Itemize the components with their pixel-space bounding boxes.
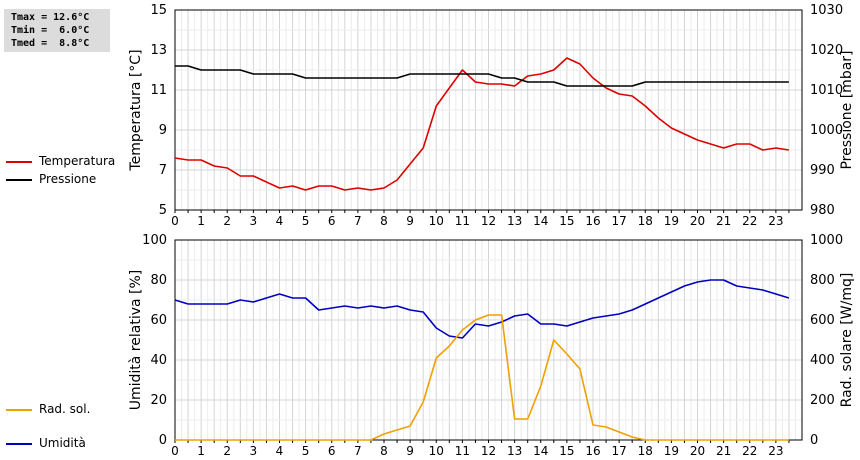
x-tick-label: 7 <box>354 214 362 228</box>
x-tick-label: 11 <box>455 444 470 458</box>
stat-tmax: Tmax = 12.6°C <box>11 12 90 23</box>
legend-swatch <box>6 161 32 163</box>
x-tick-label: 21 <box>716 444 731 458</box>
y-tick-label-right: 400 <box>810 353 835 368</box>
legend-label: Umidità <box>39 436 86 450</box>
x-tick-label: 6 <box>328 214 336 228</box>
x-tick-label: 1 <box>197 214 205 228</box>
legend-swatch <box>6 443 32 445</box>
x-tick-label: 12 <box>481 214 496 228</box>
x-tick-label: 16 <box>585 214 600 228</box>
x-tick-label: 3 <box>250 444 258 458</box>
x-tick-label: 8 <box>380 444 388 458</box>
x-tick-label: 19 <box>664 444 679 458</box>
y-tick-label-right: 980 <box>810 203 835 218</box>
x-tick-label: 16 <box>585 444 600 458</box>
y-tick-label-right: 990 <box>810 163 835 178</box>
y-tick-label-left: 9 <box>159 123 167 138</box>
x-tick-label: 20 <box>690 444 705 458</box>
y-tick-label-left: 7 <box>159 163 167 178</box>
series-line-temperatura <box>174 57 790 191</box>
x-tick-label: 9 <box>406 444 414 458</box>
x-tick-label: 15 <box>559 444 574 458</box>
x-tick-label: 1 <box>197 444 205 458</box>
legend-label: Rad. sol. <box>39 402 91 416</box>
y-tick-label-right: 1030 <box>810 3 843 18</box>
y-tick-label-right: 1010 <box>810 83 843 98</box>
series-line-umidit <box>174 279 790 339</box>
y-tick-label-right: 1000 <box>810 233 843 248</box>
x-tick-label: 10 <box>429 214 444 228</box>
x-tick-label: 12 <box>481 444 496 458</box>
stats-box: Tmax = 12.6°C Tmin = 6.0°C Tmed = 8.8°C <box>4 9 110 52</box>
y-tick-label-right: 600 <box>810 313 835 328</box>
x-tick-label: 10 <box>429 444 444 458</box>
plot-frame <box>174 239 803 441</box>
x-tick-label: 14 <box>533 444 548 458</box>
x-tick-label: 9 <box>406 214 414 228</box>
x-tick-label: 2 <box>223 214 231 228</box>
x-tick-label: 5 <box>302 444 310 458</box>
plot-frame <box>174 9 803 211</box>
y-tick-label-right: 0 <box>810 433 818 448</box>
x-tick-label: 23 <box>768 444 783 458</box>
y-tick-label-right: 1000 <box>810 123 843 138</box>
x-tick-label: 7 <box>354 444 362 458</box>
series-line-rad-sol <box>175 314 789 441</box>
y-tick-label-left: 100 <box>142 233 167 248</box>
y-tick-label-left: 13 <box>150 43 167 58</box>
x-tick-label: 22 <box>742 214 757 228</box>
stat-tmed: Tmed = 8.8°C <box>11 38 90 49</box>
x-tick-label: 5 <box>302 214 310 228</box>
x-tick-label: 4 <box>276 214 284 228</box>
stat-tmin: Tmin = 6.0°C <box>11 25 90 36</box>
y-tick-label-left: 15 <box>150 3 167 18</box>
legend-swatch <box>6 179 32 181</box>
x-tick-label: 3 <box>250 214 258 228</box>
x-tick-label: 15 <box>559 214 574 228</box>
y-tick-label-left: 40 <box>150 353 167 368</box>
legend-label: Pressione <box>39 172 97 186</box>
legend-label: Temperatura <box>39 154 116 168</box>
y-tick-label-left: 5 <box>159 203 167 218</box>
x-tick-label: 4 <box>276 444 284 458</box>
x-tick-label: 2 <box>223 444 231 458</box>
x-tick-label: 8 <box>380 214 388 228</box>
legend-swatch <box>6 409 32 411</box>
y-tick-label-left: 11 <box>150 83 167 98</box>
x-tick-label: 13 <box>507 214 522 228</box>
x-tick-label: 22 <box>742 444 757 458</box>
y-tick-label-left: 20 <box>150 393 167 408</box>
x-tick-label: 19 <box>664 214 679 228</box>
x-tick-label: 0 <box>171 214 179 228</box>
y-tick-label-right: 1020 <box>810 43 843 58</box>
x-tick-label: 18 <box>638 444 653 458</box>
x-tick-label: 21 <box>716 214 731 228</box>
x-tick-label: 20 <box>690 214 705 228</box>
x-tick-label: 18 <box>638 214 653 228</box>
y-tick-label-left: 80 <box>150 273 167 288</box>
y-axis-label-left: Temperatura [°C] <box>128 49 144 171</box>
y-tick-label-right: 800 <box>810 273 835 288</box>
y-axis-label-right: Pressione [mbar] <box>839 50 855 169</box>
y-tick-label-right: 200 <box>810 393 835 408</box>
x-tick-label: 6 <box>328 444 336 458</box>
x-tick-label: 0 <box>171 444 179 458</box>
x-tick-label: 11 <box>455 214 470 228</box>
x-tick-label: 17 <box>611 214 626 228</box>
x-tick-label: 13 <box>507 444 522 458</box>
x-tick-label: 23 <box>768 214 783 228</box>
y-tick-label-left: 0 <box>159 433 167 448</box>
series-line-pressione <box>175 65 789 87</box>
y-axis-label-right: Rad. solare [W/mq] <box>839 273 855 408</box>
y-tick-label-left: 60 <box>150 313 167 328</box>
x-tick-label: 17 <box>611 444 626 458</box>
y-axis-label-left: Umidità relativa [%] <box>128 270 144 411</box>
x-tick-label: 14 <box>533 214 548 228</box>
